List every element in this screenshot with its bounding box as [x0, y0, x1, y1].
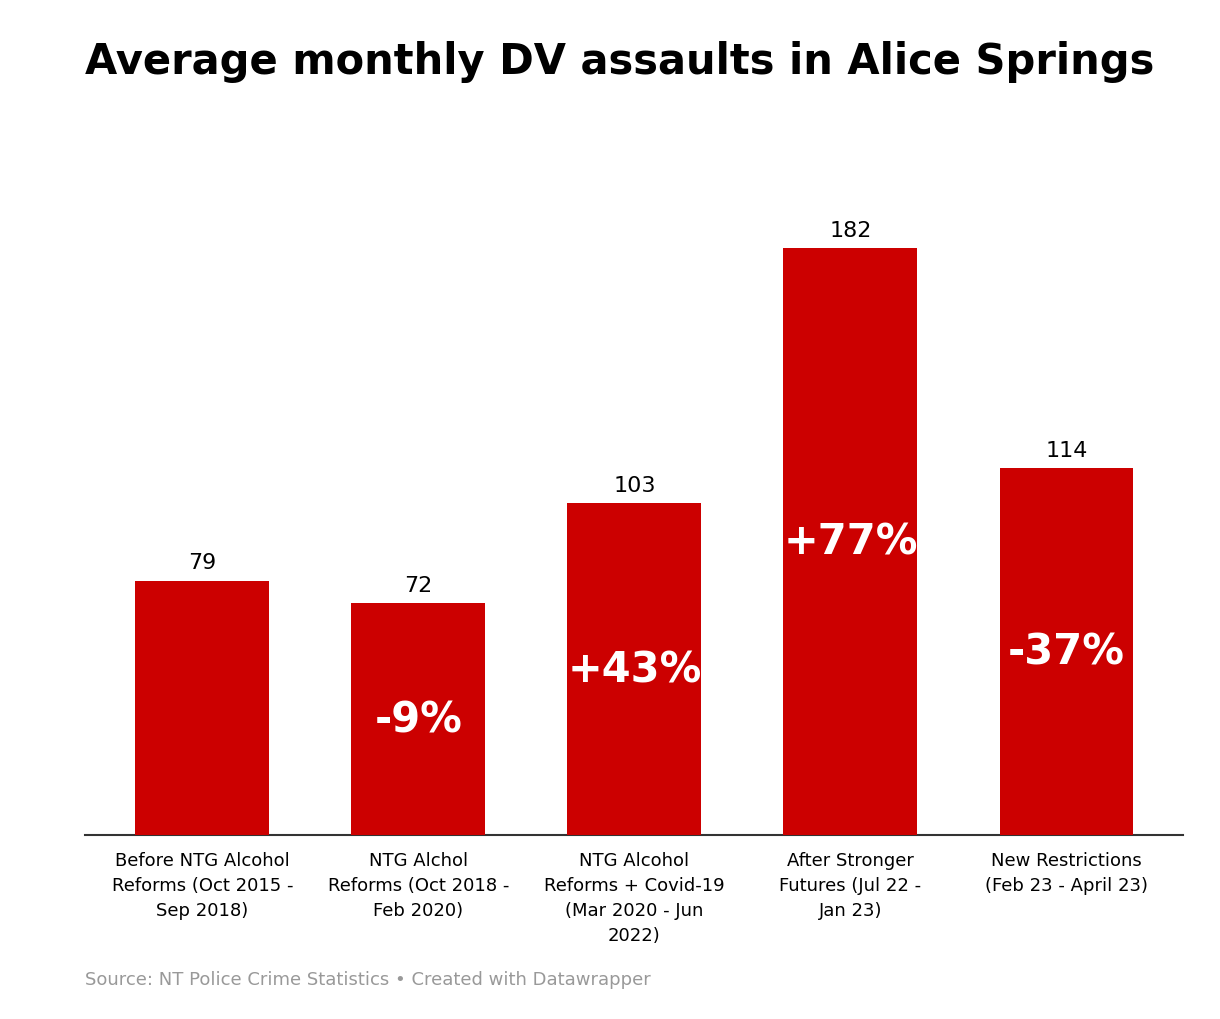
Text: 114: 114	[1046, 440, 1088, 461]
Text: Source: NT Police Crime Statistics • Created with Datawrapper: Source: NT Police Crime Statistics • Cre…	[85, 970, 651, 988]
Text: -37%: -37%	[1008, 631, 1125, 673]
Bar	[999, 468, 1133, 836]
Bar	[783, 249, 917, 836]
Text: +77%: +77%	[783, 522, 917, 564]
Text: 79: 79	[188, 553, 216, 573]
Text: +43%: +43%	[567, 649, 702, 691]
Text: 103: 103	[614, 476, 655, 495]
Text: 72: 72	[404, 576, 432, 595]
Text: Average monthly DV assaults in Alice Springs: Average monthly DV assaults in Alice Spr…	[85, 41, 1155, 83]
Text: -9%: -9%	[375, 699, 462, 741]
Bar	[567, 503, 702, 836]
Bar	[351, 603, 486, 836]
Bar	[135, 581, 270, 836]
Text: 182: 182	[830, 221, 871, 240]
